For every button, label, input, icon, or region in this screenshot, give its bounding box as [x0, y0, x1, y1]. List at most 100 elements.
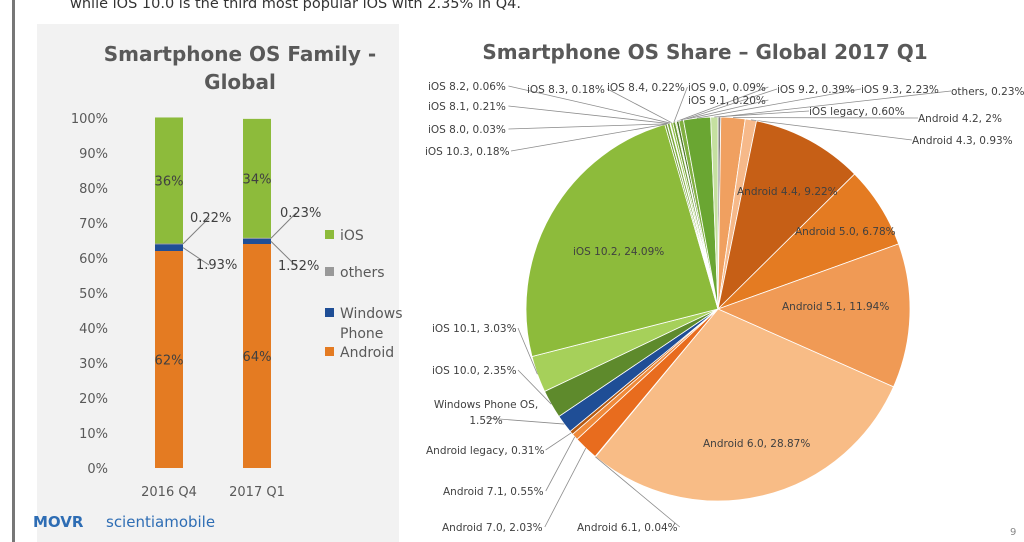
pie-leader-line [508, 123, 668, 130]
bar-segment-android [155, 251, 183, 468]
pie-slice-ios-10.2 [525, 124, 719, 357]
legend-swatch [325, 308, 334, 317]
pie-label: Android 4.2, 2% [918, 113, 1002, 125]
legend-label: Windows [340, 306, 403, 322]
y-tick-label: 60% [79, 252, 108, 267]
pie-label: others, 0.23% [951, 86, 1024, 98]
callout-leader-line [270, 240, 297, 267]
pie-label: iOS 10.2, 24.09% [573, 246, 664, 258]
legend-label: others [340, 265, 385, 281]
pie-label: Android 5.1, 11.94% [782, 301, 889, 313]
pie-label: iOS legacy, 0.60% [809, 106, 905, 118]
pie-chart-title: Smartphone OS Share – Global 2017 Q1 [482, 40, 928, 64]
callout-leader-line [182, 217, 210, 245]
legend-swatch [325, 230, 334, 239]
pie-label: 1.52% [469, 415, 502, 427]
pie-slice-android-4.4 [717, 120, 856, 311]
pie-leader-line [675, 86, 769, 123]
left-accent-bar [12, 0, 15, 542]
pie-label: Android 4.4, 9.22% [737, 186, 838, 198]
bar-callout-label: 1.52% [278, 259, 319, 274]
bar-chart-title: Smartphone OS Family - Global [103, 42, 377, 94]
y-tick-label: 100% [71, 112, 108, 127]
pie-label: Android 5.0, 6.78% [795, 226, 896, 238]
pie-label: Android 7.0, 2.03% [442, 522, 543, 534]
legend-label: iOS [340, 228, 364, 244]
pie-slice-android-5.1 [716, 243, 911, 388]
bar-segment-ios [243, 118, 271, 238]
pie-label: Android legacy, 0.31% [426, 445, 544, 457]
pie-label: iOS 9.3, 2.23% [861, 84, 939, 96]
bar-chart-panel [37, 24, 399, 542]
pie-label: iOS 8.4, 0.22% [607, 82, 685, 94]
pie-leader-line [508, 105, 669, 124]
pie-leader-line [677, 99, 769, 122]
bar-callout-label: 0.22% [190, 211, 231, 226]
scientiamobile-logo: scientiamobile [106, 513, 216, 531]
pie-leader-line [719, 90, 952, 118]
pie-label: iOS 10.0, 2.35% [432, 365, 517, 377]
pie-leader-line [485, 417, 565, 425]
pie-leader-line [544, 448, 587, 528]
pie-leader-line [714, 110, 810, 118]
pie-slice-android-6.0 [594, 308, 895, 502]
pie-label: Windows Phone OS, [434, 399, 538, 411]
pie-label: iOS 8.0, 0.03% [428, 124, 506, 136]
callout-leader-line [182, 247, 210, 266]
bar-segment-windows-phone [155, 244, 183, 251]
pie-label: iOS 8.2, 0.06% [428, 81, 506, 93]
legend-label: Android [340, 345, 394, 361]
callout-leader-line [270, 212, 297, 239]
bar-segment-ios [155, 117, 183, 244]
movr-logo: MOVR [33, 513, 84, 531]
pie-label: iOS 10.3, 0.18% [425, 146, 510, 158]
pie-leader-line [545, 432, 572, 451]
bar-segment-windows-phone [243, 238, 271, 244]
pie-label: iOS 8.1, 0.21% [428, 101, 506, 113]
pie-label: Android 6.1, 0.04% [577, 522, 678, 534]
x-tick-label: 2017 Q1 [229, 485, 285, 500]
y-tick-label: 50% [79, 287, 108, 302]
pie-label: iOS 10.1, 3.03% [432, 323, 517, 335]
bar-callout-label: 1.93% [196, 258, 237, 273]
pie-label: iOS 8.3, 0.18% [527, 84, 605, 96]
y-tick-label: 0% [87, 462, 108, 477]
y-tick-label: 10% [79, 427, 108, 442]
pie-leader-line [673, 86, 688, 123]
pie-leader-line [508, 85, 671, 124]
x-tick-label: 2016 Q4 [141, 485, 197, 500]
y-tick-label: 20% [79, 392, 108, 407]
y-tick-label: 80% [79, 182, 108, 197]
pie-leader-line [517, 327, 538, 375]
pie-leader-line [510, 123, 666, 152]
bar-segment-others [155, 243, 183, 245]
pie-label: Android 4.3, 0.93% [912, 135, 1013, 147]
pie-leader-line [750, 119, 913, 141]
y-tick-label: 90% [79, 147, 108, 162]
bar-label-android: 62% [155, 354, 184, 369]
page-number: 9 [1010, 527, 1017, 538]
pie-leader-line [696, 88, 862, 119]
bar-segment-others [243, 237, 271, 239]
pie-label: Android 6.0, 28.87% [703, 438, 810, 450]
bar-label-ios: 34% [243, 172, 272, 187]
bar-label-android: 64% [243, 350, 272, 365]
bar-segment-android [243, 244, 271, 468]
pie-leader-line [607, 88, 672, 124]
pie-leader-line [545, 436, 576, 492]
pie-leader-line [517, 369, 552, 405]
y-tick-label: 30% [79, 357, 108, 372]
legend-swatch [325, 267, 334, 276]
pie-label: iOS 9.1, 0.20% [688, 95, 766, 107]
legend-swatch [325, 347, 334, 356]
bar-label-ios: 36% [155, 174, 184, 189]
intro-text: while iOS 10.0 is the third most popular… [70, 0, 521, 12]
pie-label: Android 7.1, 0.55% [443, 486, 544, 498]
pie-label: iOS 9.0, 0.09% [688, 82, 766, 94]
pie-leader-line [594, 456, 681, 528]
y-tick-label: 70% [79, 217, 108, 232]
pie-leader-line [680, 88, 778, 121]
pie-label: iOS 9.2, 0.39% [777, 84, 855, 96]
bar-callout-label: 0.23% [280, 206, 321, 221]
